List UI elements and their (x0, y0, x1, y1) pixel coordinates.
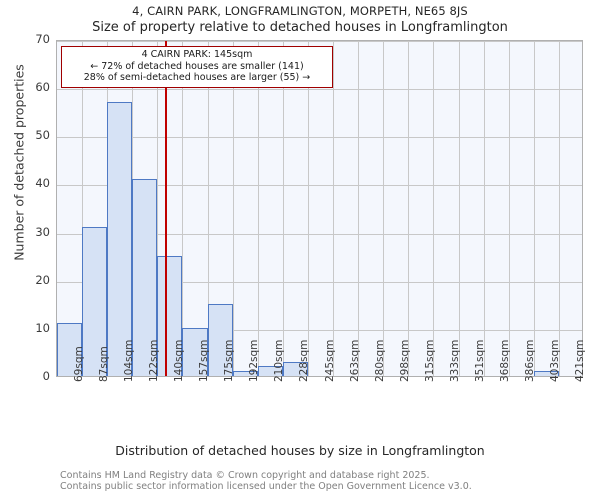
gridline-vertical (458, 41, 460, 376)
gridline-vertical (207, 41, 209, 376)
histogram-bar (82, 226, 108, 376)
x-axis-tick-label: 298sqm (398, 339, 411, 382)
histogram-bar (282, 361, 308, 376)
histogram-bar (57, 323, 83, 376)
y-axis-label: Number of detached properties (11, 64, 27, 261)
gridline-vertical (383, 41, 385, 376)
x-axis-tick-label: 333sqm (448, 339, 461, 382)
gridline-horizontal (57, 137, 582, 139)
x-axis-tick-label: 280sqm (373, 339, 386, 382)
gridline-horizontal (57, 89, 582, 91)
y-axis-tick-label: 30 (35, 224, 50, 239)
x-axis-tick-label: 368sqm (499, 339, 512, 382)
x-axis-tick-label: 87sqm (97, 346, 110, 382)
x-axis-tick-label: 351sqm (474, 339, 487, 382)
histogram-bar (182, 327, 208, 376)
histogram-bar (107, 101, 133, 376)
y-axis-tick-label: 60 (35, 80, 50, 95)
x-axis-label: Distribution of detached houses by size … (115, 443, 485, 458)
gridline-vertical (358, 41, 360, 376)
annotation-line-title: 4 CAIRN PARK: 145sqm (141, 49, 253, 60)
y-axis-tick-label: 10 (35, 320, 50, 335)
property-annotation-box: 4 CAIRN PARK: 145sqm ← 72% of detached h… (61, 46, 333, 88)
gridline-vertical (157, 41, 159, 376)
histogram-bar (533, 371, 559, 376)
plot-inner (57, 41, 582, 376)
gridline-vertical (282, 41, 284, 376)
x-axis-tick-label: 315sqm (423, 339, 436, 382)
x-axis-tick-label: 192sqm (248, 339, 261, 382)
footer-line-1: Contains HM Land Registry data © Crown c… (60, 470, 430, 481)
attribution-footer: Contains HM Land Registry data © Crown c… (60, 470, 472, 492)
gridline-vertical (333, 41, 335, 376)
gridline-vertical (508, 41, 510, 376)
gridline-horizontal (57, 41, 582, 42)
histogram-bar (157, 255, 183, 376)
y-axis-tick-label: 50 (35, 128, 50, 143)
x-axis-tick-label: 386sqm (524, 339, 537, 382)
x-axis-tick-label: 263sqm (348, 339, 361, 382)
gridline-vertical (82, 41, 84, 376)
histogram-bar (257, 366, 283, 376)
annotation-line-larger: 28% of semi-detached houses are larger (… (83, 72, 311, 83)
x-axis-tick-label: 245sqm (323, 339, 336, 382)
histogram-bar (232, 371, 258, 376)
histogram-bar (207, 303, 233, 376)
x-axis-tick-label: 175sqm (223, 339, 236, 382)
gridline-horizontal (57, 281, 582, 283)
footer-line-2: Contains public sector information licen… (60, 481, 472, 492)
gridline-vertical (257, 41, 259, 376)
gridline-vertical (433, 41, 435, 376)
x-axis-tick-label: 104sqm (122, 339, 135, 382)
x-axis-tick-label: 140sqm (172, 339, 185, 382)
gridline-vertical (182, 41, 184, 376)
gridline-horizontal (57, 185, 582, 187)
x-axis-tick-label: 69sqm (72, 346, 85, 382)
gridline-vertical (533, 41, 535, 376)
page-title: Size of property relative to detached ho… (92, 20, 508, 35)
gridline-vertical (307, 41, 309, 376)
property-size-marker-line (164, 41, 167, 376)
annotation-line-smaller: ← 72% of detached houses are smaller (14… (90, 60, 304, 72)
x-axis-tick-label: 228sqm (298, 339, 311, 382)
gridline-horizontal (57, 233, 582, 235)
x-axis-tick-label: 403sqm (549, 339, 562, 382)
gridline-horizontal (57, 329, 582, 331)
plot-area (56, 40, 583, 377)
gridline-vertical (232, 41, 234, 376)
x-axis-tick-label: 157sqm (198, 339, 211, 382)
y-axis-tick-label: 70 (35, 32, 50, 46)
x-axis-tick-label: 421sqm (574, 339, 587, 382)
gridline-vertical (558, 41, 560, 376)
chart-subtitle-address: 4, CAIRN PARK, LONGFRAMLINGTON, MORPETH,… (132, 4, 468, 18)
x-axis-tick-label: 210sqm (273, 339, 286, 382)
gridline-vertical (483, 41, 485, 376)
histogram-bar (132, 178, 158, 376)
y-axis-tick-label: 20 (35, 272, 50, 287)
gridline-vertical (408, 41, 410, 376)
x-axis-tick-label: 122sqm (147, 339, 160, 382)
y-axis-tick-label: 40 (35, 176, 50, 191)
y-axis-tick-label: 0 (42, 369, 50, 383)
